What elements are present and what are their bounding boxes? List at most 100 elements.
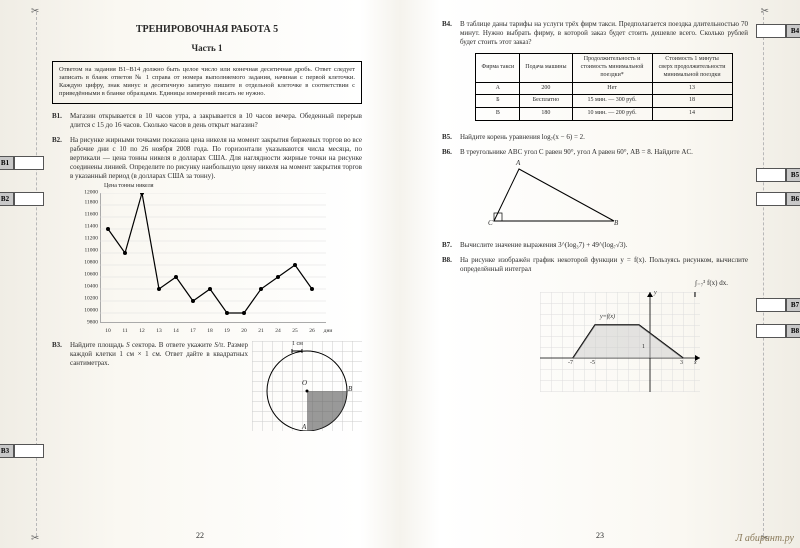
problem-b7: В7. Вычислите значение выражения 3^(log₃… xyxy=(442,241,748,250)
chart-xlabel: 13 xyxy=(156,328,162,335)
integral-formula: ∫₋₇³ f(x) dx. xyxy=(460,279,728,288)
chart-xlabel: 21 xyxy=(258,328,264,335)
problem-b6: В6. В треугольнике ABC угол C равен 90°,… xyxy=(442,148,748,235)
table-header: Стоимость 1 минуты сверх продолжительнос… xyxy=(652,54,732,82)
integral-svg xyxy=(540,292,700,392)
table-cell: Нет xyxy=(572,82,652,95)
answer-box-b5: В5 xyxy=(756,168,800,182)
x-tick: -5 xyxy=(590,360,595,368)
page-left: ТРЕНИРОВОЧНАЯ РАБОТА 5 Часть 1 Ответом н… xyxy=(0,0,400,548)
text-frag: сектора. В ответе укажите xyxy=(130,341,215,349)
answer-blank[interactable] xyxy=(756,168,786,182)
instructions-box: Ответом на задания В1–В14 должно быть це… xyxy=(52,61,362,104)
problem-b8: В8. На рисунке изображён график некоторо… xyxy=(442,256,748,391)
table-row: Фирма такси Подача машины Продолжительно… xyxy=(476,54,732,82)
one-label: 1 xyxy=(642,344,645,352)
answer-blank[interactable] xyxy=(756,324,786,338)
answer-blank[interactable] xyxy=(756,192,786,206)
problem-text: На рисунке жирными точками показана цена… xyxy=(70,136,362,335)
point-a: A xyxy=(302,423,306,432)
problem-number: В2. xyxy=(52,136,70,335)
table-cell: Б xyxy=(476,95,520,108)
answer-label: В3 xyxy=(0,444,14,458)
problem-number: В8. xyxy=(442,256,460,391)
page-right: В4 В4. В таблице даны тарифы на услуги т… xyxy=(400,0,800,548)
answer-box-b2: В2 xyxy=(0,192,44,206)
chart-ylabel: 11600 xyxy=(84,212,98,219)
chart-ylabel: 10800 xyxy=(84,260,98,267)
page-number: 22 xyxy=(0,531,400,540)
table-cell: 15 мин. — 300 руб. xyxy=(572,95,652,108)
x-tick: -7 xyxy=(568,360,573,368)
answer-blank[interactable] xyxy=(756,24,786,38)
answer-blank[interactable] xyxy=(14,444,44,458)
point-c: C xyxy=(488,219,493,228)
integral-figure: y=f(x) -7 -5 3 y x 1 xyxy=(540,292,700,392)
chart-ylabel: 11000 xyxy=(84,248,98,255)
answer-label: В4 xyxy=(786,24,800,38)
chart-line xyxy=(100,193,326,323)
point-o: O xyxy=(302,379,307,388)
chart-ylabel: 9800 xyxy=(87,320,98,327)
problem-number: В6. xyxy=(442,148,460,235)
problem-number: В3. xyxy=(52,341,70,431)
cell-size-label: 1 см xyxy=(292,341,303,349)
problem-text: На рисунке изображён график некоторой фу… xyxy=(460,256,748,273)
table-cell: 10 мин. — 200 руб. xyxy=(572,108,652,121)
problem-text: В таблице даны тарифы на услуги трёх фир… xyxy=(460,20,748,46)
table-header: Продолжительность и стоимость минимально… xyxy=(572,54,652,82)
chart-ylabel: 11200 xyxy=(84,236,98,243)
chart-ylabel: 10600 xyxy=(84,272,98,279)
text-frag: Найдите площадь xyxy=(70,341,126,349)
answer-label: В5 xyxy=(786,168,800,182)
chart-xlabel: дни xyxy=(324,328,333,335)
chart-xlabel: 25 xyxy=(292,328,298,335)
chart-ylabel: 10400 xyxy=(84,284,98,291)
x-axis-label: x xyxy=(694,360,697,368)
chart-xlabel: 20 xyxy=(241,328,247,335)
problem-b1: В1. Магазин открывается в 10 часов утра,… xyxy=(52,112,362,130)
chart-xlabel: 18 xyxy=(207,328,213,335)
problem-text: Вычислите значение выражения 3^(log₃7) +… xyxy=(460,241,748,250)
answer-blank[interactable] xyxy=(14,192,44,206)
chart-xlabel: 19 xyxy=(224,328,230,335)
taxi-table: Фирма такси Подача машины Продолжительно… xyxy=(475,53,732,121)
problem-number: В4. xyxy=(442,20,460,127)
chart-xlabel: 24 xyxy=(275,328,281,335)
chart-xlabel: 26 xyxy=(309,328,315,335)
problem-b5: В5. Найдите корень уравнения log₇(x − 6)… xyxy=(442,133,748,142)
y-axis-label: y xyxy=(654,290,657,298)
triangle-figure: A C B xyxy=(484,161,624,231)
table-cell: 180 xyxy=(520,108,572,121)
problem-text: Магазин открывается в 10 часов утра, а з… xyxy=(70,112,362,130)
answer-label: В2 xyxy=(0,192,14,206)
answer-blank[interactable] xyxy=(756,298,786,312)
problem-text-content: На рисунке жирными точками показана цена… xyxy=(70,136,362,180)
triangle-svg xyxy=(484,161,624,231)
chart-xlabel: 12 xyxy=(139,328,145,335)
cut-line xyxy=(763,12,764,536)
integral-text: ∫₋₇³ f(x) dx. xyxy=(695,279,728,287)
text-frag: S/π xyxy=(214,341,223,349)
point-b: B xyxy=(348,385,352,394)
answer-box-b1: В1 xyxy=(0,156,44,170)
answer-label: В6 xyxy=(786,192,800,206)
answer-label: В1 xyxy=(0,156,14,170)
table-row: А 200 Нет 13 xyxy=(476,82,732,95)
chart-ylabel: 12000 xyxy=(84,190,98,197)
problem-body: В треугольнике ABC угол C равен 90°, уго… xyxy=(460,148,748,235)
problem-number: В1. xyxy=(52,112,70,130)
book-spread: ✂ ✂ ✂ ✂ ТРЕНИРОВОЧНАЯ РАБОТА 5 Часть 1 О… xyxy=(0,0,800,548)
chart-xlabel: 14 xyxy=(173,328,179,335)
worksheet-title: ТРЕНИРОВОЧНАЯ РАБОТА 5 xyxy=(52,24,362,35)
table-header: Подача машины xyxy=(520,54,572,82)
nickel-price-chart: Цена тонны никеля 9800 10000 10200 10400… xyxy=(70,185,330,335)
problem-text: Найдите корень уравнения log₇(x − 6) = 2… xyxy=(460,133,748,142)
table-row: В 180 10 мин. — 200 руб. 14 xyxy=(476,108,732,121)
answer-label: В7 xyxy=(786,298,800,312)
answer-blank[interactable] xyxy=(14,156,44,170)
table-cell: 13 xyxy=(652,82,732,95)
chart-ylabel: 11800 xyxy=(84,200,98,207)
table-cell: Бесплатно xyxy=(520,95,572,108)
point-b: B xyxy=(614,219,618,228)
